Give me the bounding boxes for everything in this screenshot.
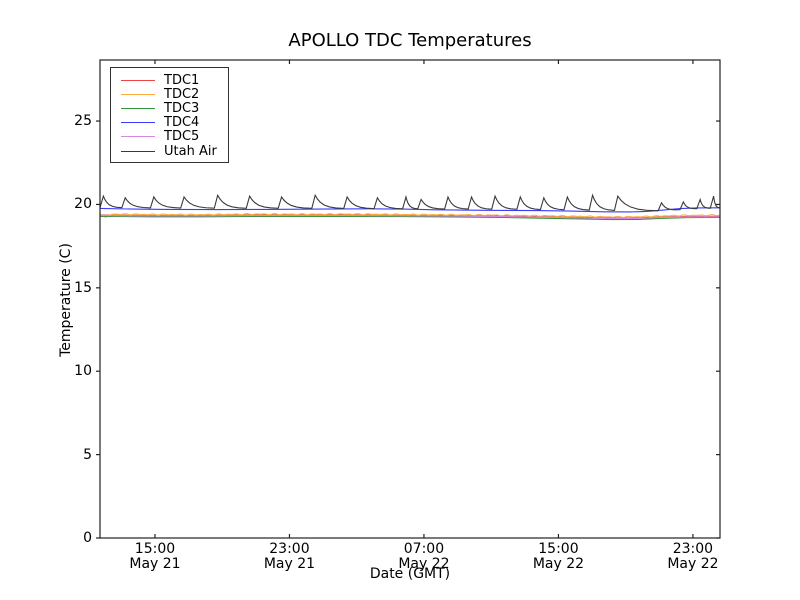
y-tick-label: 5 xyxy=(83,446,92,463)
legend-swatch xyxy=(121,93,155,95)
plot-frame xyxy=(99,59,721,539)
y-tick-label: 25 xyxy=(74,113,92,130)
series-line-tdc5 xyxy=(99,215,721,220)
y-tick-label: 10 xyxy=(74,363,92,380)
x-tick-date: May 22 xyxy=(398,556,450,572)
legend-swatch xyxy=(121,136,155,138)
x-tick-date: May 21 xyxy=(263,556,316,572)
series-line-tdc3 xyxy=(99,215,721,221)
legend-swatch xyxy=(121,150,155,152)
chart-title: APOLLO TDC Temperatures xyxy=(288,30,532,51)
x-tick-label: 23:00 May 21 xyxy=(244,542,334,572)
legend: TDC1 TDC2 TDC3 TDC4 TDC5 Utah Air xyxy=(110,67,229,164)
x-tick-time: 23:00 xyxy=(672,541,714,557)
x-tick-time: 07:00 xyxy=(403,541,445,557)
legend-swatch xyxy=(121,107,155,109)
series-line-utah-air xyxy=(99,193,721,212)
x-tick-label: 15:00 May 21 xyxy=(110,542,200,572)
legend-item-label: TDC5 xyxy=(164,129,200,145)
x-tick-date: May 22 xyxy=(667,556,719,572)
legend-item-utah-air: Utah Air xyxy=(117,143,222,159)
y-tick-label: 15 xyxy=(74,279,92,296)
legend-item-tdc1: TDC1 xyxy=(117,72,222,88)
x-tick-label: 15:00 May 22 xyxy=(513,542,603,572)
legend-item-label: TDC4 xyxy=(164,115,200,131)
y-tick-label: 20 xyxy=(74,196,92,213)
x-axis-label: Date (GMT) xyxy=(369,566,451,582)
legend-item-label: TDC2 xyxy=(164,86,200,102)
x-tick-time: 15:00 xyxy=(134,541,176,557)
legend-swatch xyxy=(121,79,155,81)
legend-item-tdc5: TDC5 xyxy=(117,129,222,145)
x-tick-time: 15:00 xyxy=(538,541,579,557)
y-tick-label: 0 xyxy=(83,530,92,546)
x-tick-date: May 21 xyxy=(129,556,181,572)
y-axis-label: Temperature (C) xyxy=(58,243,74,357)
legend-item-label: TDC1 xyxy=(164,72,200,88)
series-line-tdc2 xyxy=(99,213,720,218)
series-line-tdc4 xyxy=(99,207,721,213)
legend-item-tdc3: TDC3 xyxy=(117,100,222,116)
legend-item-label: TDC3 xyxy=(164,100,200,116)
x-tick-label: 07:00 May 22 xyxy=(379,542,469,572)
x-tick-label: 23:00 May 22 xyxy=(648,542,738,572)
legend-item-label: Utah Air xyxy=(164,143,217,159)
x-tick-date: May 22 xyxy=(532,556,585,572)
legend-swatch xyxy=(121,122,155,124)
legend-item-tdc4: TDC4 xyxy=(117,115,222,131)
legend-item-tdc2: TDC2 xyxy=(117,86,222,102)
x-tick-time: 23:00 xyxy=(269,541,310,557)
